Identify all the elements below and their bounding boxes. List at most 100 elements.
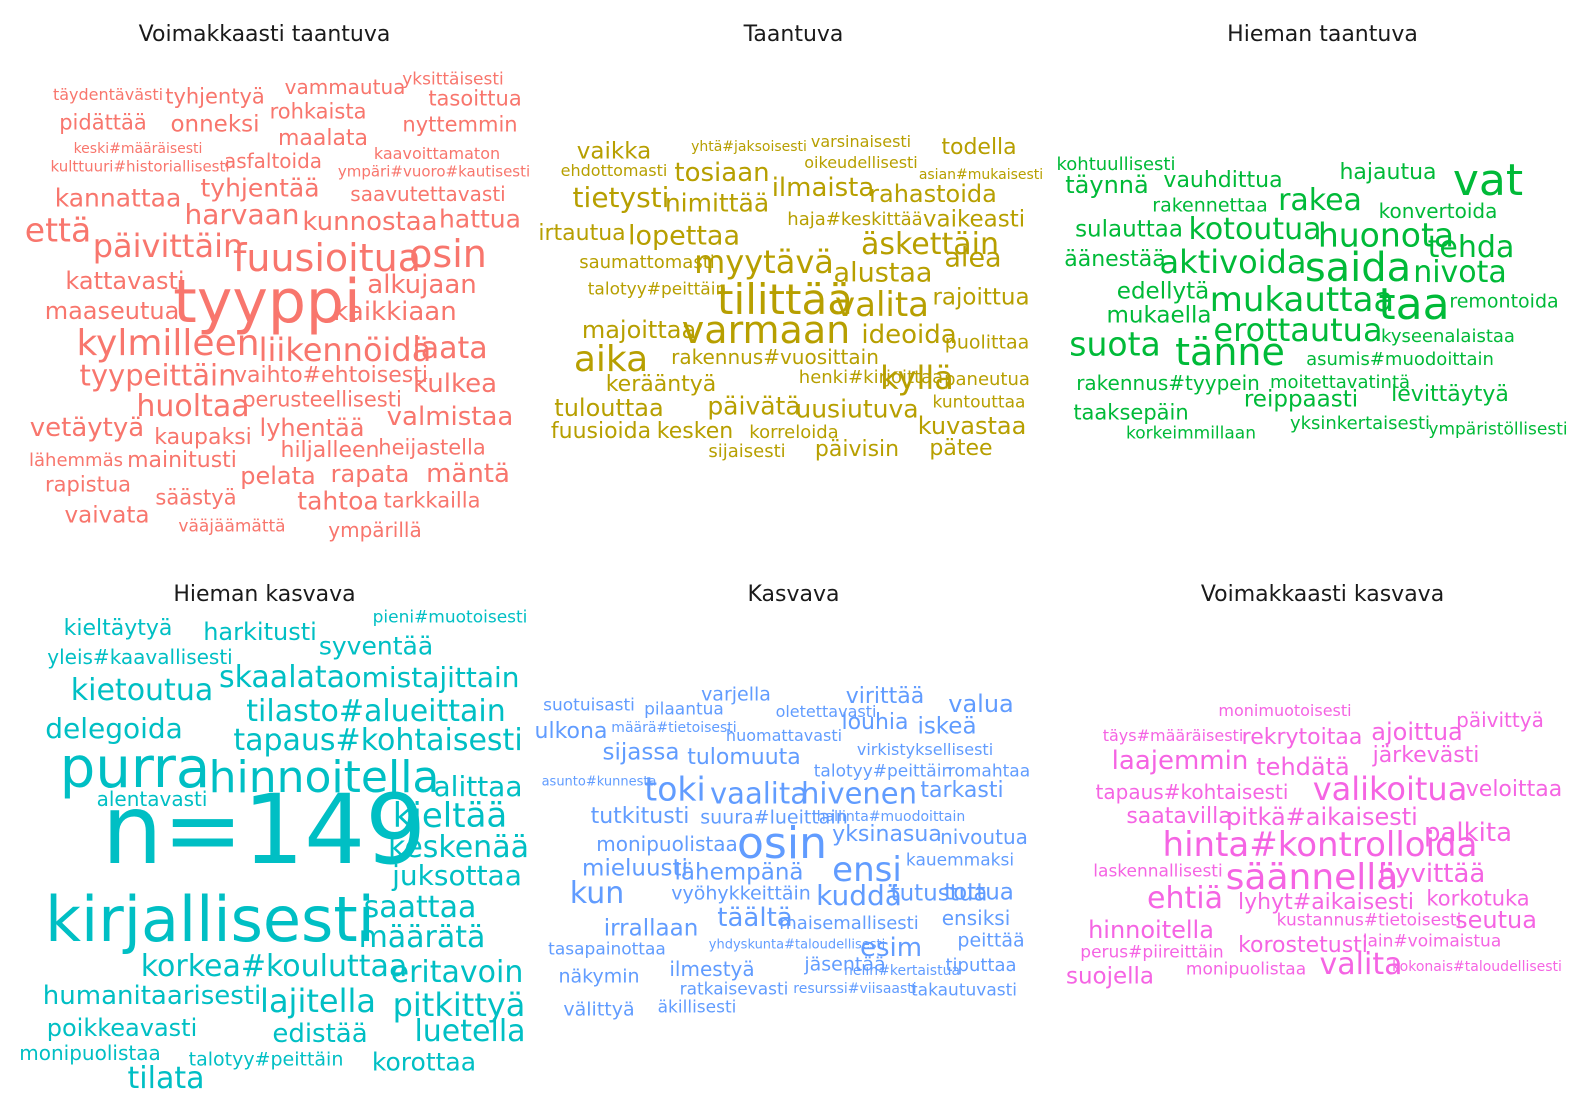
cloud-word: äkillisesti — [657, 997, 737, 1018]
cloud-word: monimuotoisesti — [1218, 701, 1352, 720]
cloud-word: n=149 — [101, 774, 427, 886]
cloud-word: näkymin — [558, 965, 640, 988]
cloud-word: säästyä — [155, 485, 237, 510]
cloud-word: hajautua — [1339, 160, 1437, 185]
cloud-word: virkistyksellisesti — [856, 740, 994, 759]
cloud-word: korkotuka — [1426, 886, 1530, 911]
cloud-word: tottua — [944, 879, 1014, 906]
cloud-word: rakennus#vuosittain — [671, 345, 879, 369]
word-cloud: monimuotoisesti päivittyä täys#määräisesti… — [1058, 560, 1587, 1120]
cloud-word: heijastella — [378, 435, 486, 460]
cloud-word: aktivoida — [1159, 243, 1307, 281]
cloud-word: tilittää — [717, 275, 853, 324]
cloud-word: ilmaista — [771, 173, 875, 203]
cloud-word: alustaa — [833, 257, 933, 289]
cloud-word: valita — [1319, 947, 1403, 982]
cloud-word: hattua — [439, 204, 521, 234]
cloud-word: tosiaan — [674, 158, 770, 188]
cloud-word: juksottaa — [392, 859, 522, 892]
cloud-word: poikkeavasti — [46, 1014, 198, 1042]
cloud-word: kuvastaa — [917, 412, 1027, 440]
cloud-word: perusteellisesti — [242, 387, 402, 412]
cloud-word: ideoida — [861, 320, 957, 350]
word-cloud: täydentävästi tyhjentyä vammautua yksittäis… — [0, 0, 529, 560]
cloud-word: suura#lueittain — [700, 806, 848, 829]
cloud-word: varmaan — [681, 308, 851, 352]
cloud-word: monipuolistaa — [19, 1041, 161, 1065]
cloud-word: levittäytyä — [1391, 382, 1509, 407]
cloud-word: harkitusti — [203, 618, 317, 646]
cloud-word: asfaltoida — [223, 149, 323, 173]
cloud-word: majoittaa — [581, 316, 697, 344]
cloud-word: kesken — [656, 419, 734, 444]
cloud-word: veloittaa — [1465, 777, 1563, 802]
cloud-word: rapistua — [44, 472, 132, 497]
cloud-word: paneutua — [944, 369, 1030, 390]
cloud-word: lajitella — [260, 982, 376, 1020]
cloud-word: sijassa — [602, 739, 680, 766]
cloud-word: keski#määräisesti — [73, 141, 203, 157]
cloud-word: huonota — [1317, 215, 1455, 255]
panel-voimakkaasti-kasvava: Voimakkaasti kasvava monimuotoisesti päiv… — [1058, 560, 1587, 1120]
cloud-word: irrallaan — [603, 915, 699, 942]
cloud-word: rahastoida — [869, 180, 997, 208]
word-cloud: vaikka yhtä#jaksoisesti varsinaisesti todel… — [529, 0, 1058, 560]
cloud-word: täältä — [717, 903, 793, 933]
cloud-word: mukaella — [1106, 302, 1212, 329]
cloud-word: että — [24, 210, 92, 250]
cloud-word: yksinkertaisesti — [1289, 413, 1431, 434]
cloud-word: välittyä — [563, 998, 635, 1021]
cloud-word: puolittaa — [944, 331, 1030, 354]
cloud-word: kotoutua — [1188, 212, 1322, 247]
cloud-word: rakennus#tyypein — [1076, 371, 1260, 395]
cloud-word: nimittää — [664, 188, 770, 218]
cloud-word: suojella — [1065, 963, 1155, 990]
cloud-word: talotyy#peittäin — [813, 761, 953, 782]
cloud-word: kirjallisesti — [45, 883, 375, 956]
cloud-word: korottaa — [371, 1047, 477, 1077]
cloud-word: kylmilleen — [76, 323, 260, 364]
cloud-word: ympäri#vuoro#kautisesti — [337, 162, 529, 181]
cloud-word: varjella — [701, 683, 771, 706]
panel-hieman-kasvava: Hieman kasvava pieni#muotoisesti kieltäyt… — [0, 560, 529, 1120]
cloud-word: perus#piireittäin — [1080, 942, 1224, 963]
cloud-word: tyhjentyä — [165, 84, 265, 109]
cloud-word: lyhentää — [259, 414, 365, 442]
cloud-word: yhtä#jaksoisesti — [691, 139, 807, 155]
cloud-word: määrä#tietoisesti — [611, 720, 737, 736]
cloud-word: myytävä — [694, 243, 834, 281]
cloud-word: laajemmin — [1111, 746, 1249, 776]
cloud-word: kaupaksi — [154, 425, 252, 450]
cloud-word: todella — [941, 135, 1017, 160]
cloud-word: vaivata — [64, 502, 150, 529]
cloud-word: pidättää — [59, 110, 147, 135]
cloud-word: tulouttaa — [554, 394, 664, 422]
cloud-word: hiljalleen — [280, 438, 380, 463]
cloud-word: nyttemmin — [402, 112, 518, 137]
cloud-word: moitettavatintä — [1269, 372, 1411, 393]
cloud-word: ratkaisevasti — [679, 979, 789, 1000]
cloud-word: alkujaan — [367, 270, 477, 300]
cloud-word: kerääntyä — [605, 372, 717, 397]
cloud-word: mieluusti — [582, 855, 688, 882]
cloud-word: maisemallisesti — [779, 913, 919, 934]
cloud-word: kuntouttaa — [932, 392, 1026, 413]
cloud-word: omistajittain — [344, 661, 520, 694]
cloud-word: kunnostaa — [302, 207, 438, 237]
cloud-word: laskennallisesti — [1093, 861, 1223, 882]
cloud-word: järkevästi — [1372, 743, 1480, 768]
cloud-word: nelin#kertaistua — [843, 963, 961, 979]
panel-title: Taantuva — [743, 22, 844, 47]
cloud-word: eritavoin — [390, 955, 524, 990]
panel-title: Hieman taantuva — [1227, 22, 1418, 47]
cloud-word: erottautua — [1213, 311, 1383, 349]
cloud-word: valmistaa — [386, 402, 514, 432]
cloud-word: hinnoitella — [208, 752, 440, 803]
cloud-word: esim — [859, 933, 923, 963]
word-cloud: pieni#muotoisesti kieltäytyä harkitusti yle… — [0, 560, 529, 1120]
cloud-word: skaalata — [218, 660, 346, 695]
cloud-word: vat — [1452, 155, 1524, 206]
cloud-word: oletettavasti — [775, 702, 877, 721]
cloud-word: päivisin — [814, 437, 900, 462]
cloud-word: vetäytyä — [29, 413, 145, 443]
